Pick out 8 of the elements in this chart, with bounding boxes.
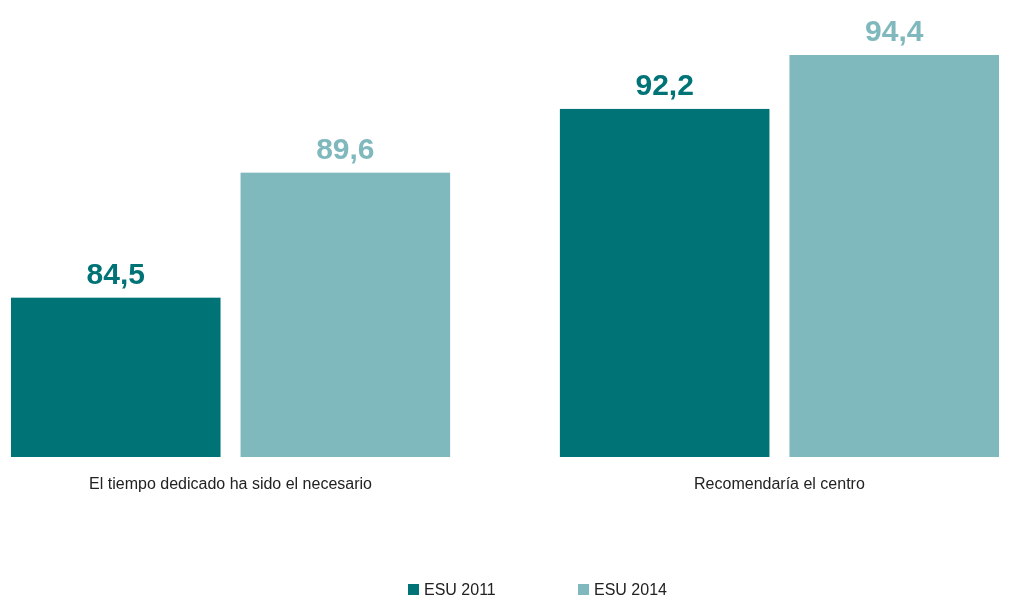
x-tick-label: Recomendaría el centro (694, 475, 865, 492)
x-tick-label: El tiempo dedicado ha sido el necesario (89, 475, 373, 492)
data-label: 89,6 (316, 131, 375, 165)
data-label: 94,4 (865, 14, 924, 47)
data-label: 92,2 (635, 67, 694, 101)
legend-label: ESU 2014 (594, 581, 668, 598)
data-label: 84,5 (86, 256, 145, 290)
legend-label: ESU 2011 (424, 581, 496, 598)
